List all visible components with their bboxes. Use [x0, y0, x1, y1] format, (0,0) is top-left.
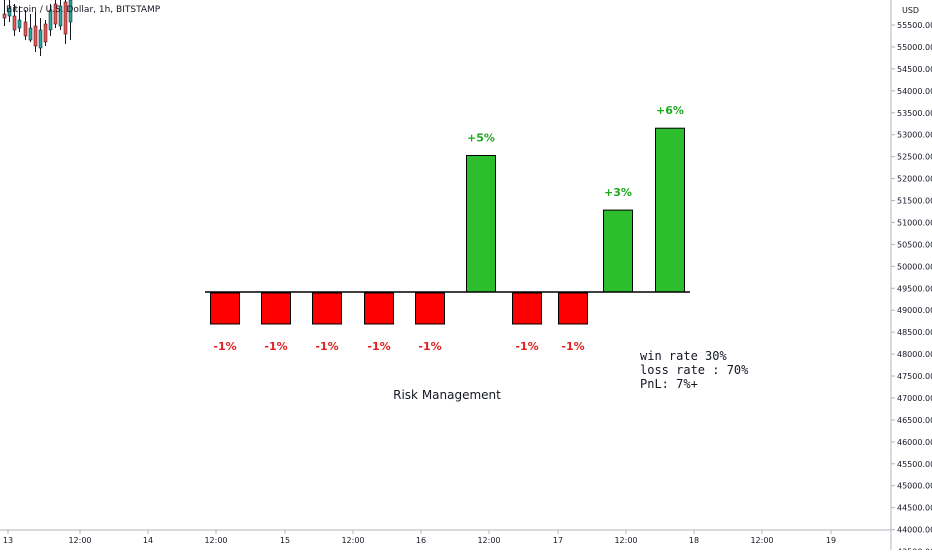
- candle-body: [2, 13, 7, 19]
- bar: [466, 155, 496, 293]
- bar: [558, 292, 588, 325]
- time-tick-label: 18: [689, 536, 699, 545]
- price-tick-label: 47000.00: [897, 394, 932, 403]
- bar: [603, 209, 633, 293]
- bar-label: +5%: [467, 132, 495, 145]
- candle-body: [38, 29, 43, 49]
- price-tick-label: 54000.00: [897, 87, 932, 96]
- candle-body: [43, 23, 48, 43]
- price-tick-label: 49500.00: [897, 284, 932, 293]
- price-tick-label: 46000.00: [897, 438, 932, 447]
- bar: [655, 127, 685, 293]
- time-tick-label: 16: [416, 536, 426, 545]
- bar-label: -1%: [264, 340, 287, 353]
- time-tick-label: 12:00: [750, 536, 773, 545]
- price-tick-label: 47500.00: [897, 372, 932, 381]
- bar-label: +6%: [656, 104, 684, 117]
- time-tick-label: 12:00: [341, 536, 364, 545]
- time-tick-label: 12:00: [204, 536, 227, 545]
- candle-body: [28, 27, 33, 41]
- candle-body: [63, 1, 68, 35]
- time-tick-label: 12:00: [68, 536, 91, 545]
- price-tick-label: 44500.00: [897, 504, 932, 513]
- stats-line: loss rate : 70%: [640, 363, 749, 377]
- price-tick-label: 45000.00: [897, 482, 932, 491]
- price-tick-label: 44000.00: [897, 526, 932, 535]
- candle-body: [33, 25, 38, 47]
- time-tick-label: 13: [3, 536, 13, 545]
- price-tick-label: 51000.00: [897, 218, 932, 227]
- candle-body: [53, 3, 58, 25]
- price-tick-label: 48000.00: [897, 350, 932, 359]
- price-tick-label: 53500.00: [897, 109, 932, 118]
- price-tick-label: 50000.00: [897, 262, 932, 271]
- price-tick-label: 55500.00: [897, 21, 932, 30]
- bar-label: -1%: [515, 340, 538, 353]
- price-tick-label: 45500.00: [897, 460, 932, 469]
- bar-label: -1%: [418, 340, 441, 353]
- bar: [210, 292, 240, 325]
- candle-body: [12, 15, 17, 31]
- time-tick-label: 19: [826, 536, 836, 545]
- bar-label: -1%: [561, 340, 584, 353]
- price-axis[interactable]: 55500.00 55000.00 54500.00 54000.00 53500.00…: [891, 21, 932, 554]
- price-tick-label: 53000.00: [897, 131, 932, 140]
- bar: [312, 292, 342, 325]
- candle-body: [48, 9, 53, 31]
- stats-line: PnL: 7%+: [640, 377, 698, 391]
- price-tick-label: 51500.00: [897, 197, 932, 206]
- chart-title: Risk Management: [393, 388, 501, 402]
- time-tick-label: 14: [143, 536, 153, 545]
- time-tick-label: 15: [280, 536, 290, 545]
- price-tick-label: 54500.00: [897, 65, 932, 74]
- bar-labels: -1% -1% -1% -1% -1% +5% -1% -1% +3% +6%: [213, 104, 684, 353]
- symbol-title: Bitcoin / U.S. Dollar, 1h, BITSTAMP: [6, 5, 161, 15]
- time-tick-label: 12:00: [477, 536, 500, 545]
- price-tick-label: 52500.00: [897, 153, 932, 162]
- bar: [415, 292, 445, 325]
- time-tick-label: 17: [553, 536, 563, 545]
- price-tick-label: 46500.00: [897, 416, 932, 425]
- price-tick-label: 50500.00: [897, 240, 932, 249]
- bar: [364, 292, 394, 325]
- time-tick-label: 12:00: [614, 536, 637, 545]
- bar-label: -1%: [367, 340, 390, 353]
- currency-label: USD: [902, 6, 919, 15]
- stats-line: win rate 30%: [640, 349, 727, 363]
- price-tick-label: 48500.00: [897, 328, 932, 337]
- price-tick-label: 55000.00: [897, 43, 932, 52]
- mini-candles: [2, 0, 73, 56]
- bar: [261, 292, 291, 325]
- candle-body: [68, 0, 73, 23]
- price-tick-label: 49000.00: [897, 306, 932, 315]
- candle-body: [58, 5, 63, 27]
- candle-body: [7, 7, 12, 17]
- candle-body: [17, 19, 22, 29]
- stats-box: win rate 30%loss rate : 70%PnL: 7%+: [640, 349, 749, 391]
- bar-series: [210, 127, 685, 325]
- bar-label: -1%: [213, 340, 236, 353]
- candle-body: [23, 21, 28, 37]
- bar-label: -1%: [315, 340, 338, 353]
- bar: [512, 292, 542, 325]
- time-axis[interactable]: 13 12:00 14 12:00 15 12:00 16 12:00 17 12:00 18 12:…: [3, 530, 836, 545]
- bar-label: +3%: [604, 186, 632, 199]
- price-tick-label: 52000.00: [897, 175, 932, 184]
